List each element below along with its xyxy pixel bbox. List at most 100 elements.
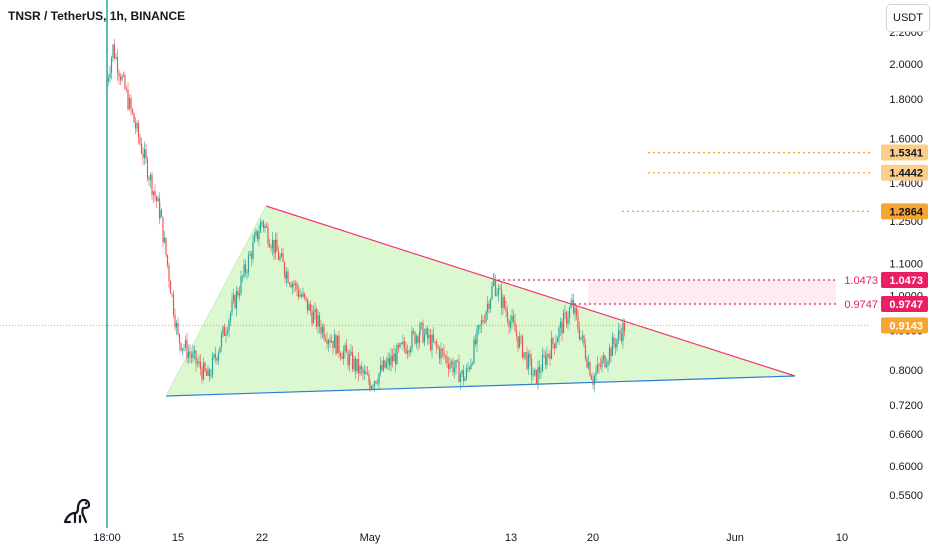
candle-body xyxy=(143,149,146,158)
time-axis[interactable]: 18:00 15 22 May 13 20 Jun 10 xyxy=(93,532,848,544)
candle-body xyxy=(252,242,254,259)
candle-body xyxy=(210,375,212,377)
candle-body xyxy=(370,386,373,390)
candle-body xyxy=(119,76,122,81)
candle-body xyxy=(449,364,451,370)
candle-body xyxy=(418,334,421,343)
candle-body xyxy=(593,375,596,385)
candle-body xyxy=(305,296,307,299)
candle-body xyxy=(578,329,581,340)
candle-body xyxy=(535,369,538,384)
candle-body xyxy=(584,345,587,359)
candle-body xyxy=(596,364,599,372)
candle-body xyxy=(620,334,623,341)
candle-body xyxy=(511,315,513,322)
candle-body xyxy=(396,345,398,365)
candle-body xyxy=(506,311,509,322)
price-axis[interactable]: 2.20002.00001.80001.60001.40001.25001.10… xyxy=(881,27,928,502)
candle-body xyxy=(406,351,409,354)
candle-body xyxy=(287,271,289,283)
candle-body xyxy=(216,358,218,361)
candle-body xyxy=(231,300,233,313)
time-tick-label: Jun xyxy=(726,532,744,544)
candle-body xyxy=(599,365,602,367)
candle-body xyxy=(512,315,515,322)
candle-body xyxy=(366,374,369,375)
candle-body xyxy=(199,361,202,370)
time-tick-label: 10 xyxy=(836,532,848,544)
candle-body xyxy=(247,255,250,273)
candle-body xyxy=(321,326,324,334)
candle-body xyxy=(375,381,377,383)
candle-body xyxy=(455,360,457,368)
candle-body xyxy=(283,261,286,274)
badge-current-price-bg xyxy=(881,317,928,334)
badge-level-1-0473-bg xyxy=(881,272,928,289)
candle-body xyxy=(411,331,413,349)
candle-body xyxy=(198,361,200,364)
candle-body xyxy=(419,323,421,335)
candle-body xyxy=(467,367,469,369)
candle-body xyxy=(309,304,312,312)
candle-body xyxy=(354,358,357,372)
candle-body xyxy=(453,367,456,373)
candle-body xyxy=(595,371,597,376)
candle-body xyxy=(473,339,475,364)
candle-body xyxy=(234,295,236,309)
candle-body xyxy=(363,371,366,374)
candle-body xyxy=(477,325,480,330)
candle-body xyxy=(479,325,481,327)
candle-body xyxy=(149,174,152,181)
price-tick-label: 0.7200 xyxy=(889,400,923,412)
price-tick-label: 2.0000 xyxy=(889,59,923,71)
candle-body xyxy=(134,122,137,129)
candle-body xyxy=(622,322,624,341)
tradingview-logo-icon[interactable] xyxy=(62,496,92,524)
candle-body xyxy=(492,281,495,286)
candle-body xyxy=(471,363,474,364)
candle-body xyxy=(616,338,618,348)
candle-body xyxy=(623,322,626,332)
candle-body xyxy=(503,297,506,308)
currency-button[interactable]: USDT xyxy=(886,4,930,32)
candle-body xyxy=(277,251,280,260)
candle-body xyxy=(422,322,424,343)
candle-body xyxy=(417,336,419,343)
candle-body xyxy=(320,326,322,334)
candle-body xyxy=(183,347,185,349)
candle-body xyxy=(518,336,521,348)
candle-body xyxy=(589,362,591,376)
candle-body xyxy=(338,335,340,353)
candle-body xyxy=(405,347,407,354)
candle-body xyxy=(238,293,241,296)
candle-body xyxy=(172,293,175,315)
candle-body xyxy=(491,285,493,299)
candle-body xyxy=(450,361,453,365)
candle-body xyxy=(592,379,594,385)
candle-body xyxy=(311,311,313,324)
candle-body xyxy=(219,346,221,353)
candle-body xyxy=(575,307,578,316)
candle-body xyxy=(425,328,427,334)
candle-body xyxy=(217,352,220,361)
price-tick-label: 0.6000 xyxy=(889,461,923,473)
time-tick-label: 20 xyxy=(587,532,599,544)
candle-body xyxy=(130,98,132,109)
candle-body xyxy=(373,381,376,387)
price-tick-label: 1.4000 xyxy=(889,178,923,190)
candle-body xyxy=(368,374,370,383)
candle-body xyxy=(348,354,351,366)
candle-body xyxy=(192,352,194,358)
candle-body xyxy=(168,265,170,282)
lower-trendline xyxy=(165,375,796,397)
time-tick-label: May xyxy=(360,532,381,544)
candle-body xyxy=(169,281,172,294)
candle-body xyxy=(435,341,438,347)
candle-body xyxy=(590,375,593,380)
candle-body xyxy=(140,143,143,154)
candle-body xyxy=(420,322,423,324)
candle-body xyxy=(538,367,541,373)
candle-body xyxy=(308,304,310,311)
candle-body xyxy=(174,314,176,328)
